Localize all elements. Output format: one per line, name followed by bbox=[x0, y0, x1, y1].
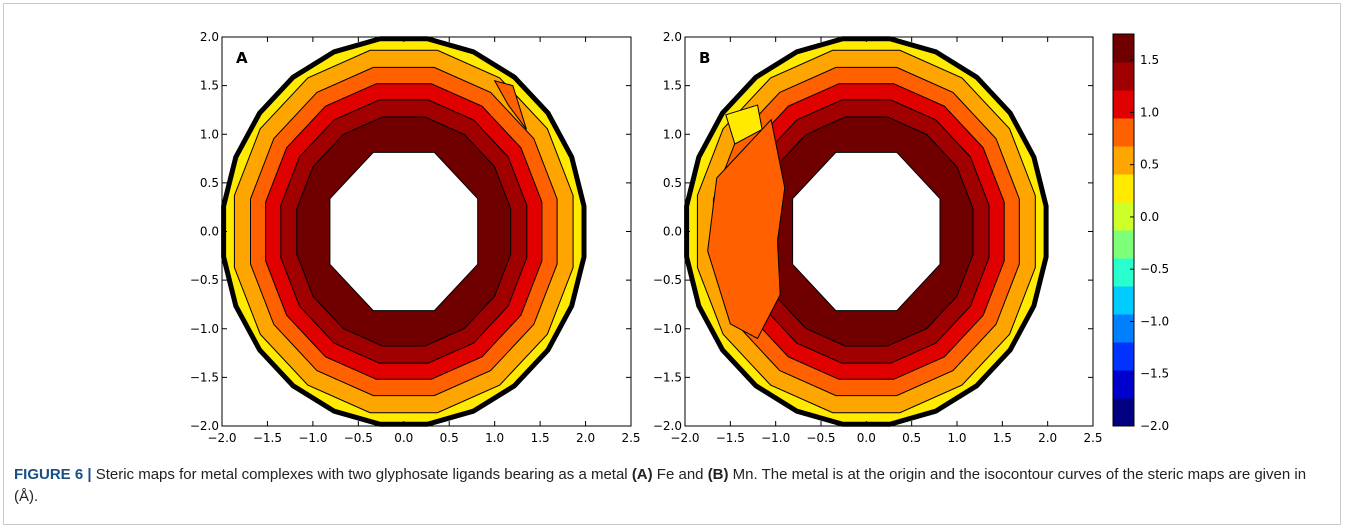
x-tick-label: 1.0 bbox=[947, 431, 966, 445]
caption-label-b: (B) bbox=[707, 466, 729, 483]
caption-label-a: (A) bbox=[631, 466, 653, 483]
colorbar-tick-label: −1.5 bbox=[1140, 367, 1169, 381]
steric-map-panel-a: A −2.0 −1.5 −1.0 −0.5 0.0 0.5 1.0 1.5 2.0 2.5 2.0 1.… bbox=[190, 30, 641, 445]
colorbar-swatch bbox=[1113, 146, 1134, 175]
x-tick-label: −2.0 bbox=[207, 431, 236, 445]
contour-lobe-yellow bbox=[725, 104, 763, 145]
y-tick-label: −0.5 bbox=[190, 273, 219, 287]
y-tick-label: 0.0 bbox=[200, 225, 219, 239]
caption-text-2: Fe and bbox=[652, 466, 708, 483]
colorbar-tick-label: 0.5 bbox=[1140, 158, 1159, 172]
y-tick-label: −1.5 bbox=[190, 370, 219, 384]
y-tick-label: 0.0 bbox=[663, 225, 682, 239]
colorbar-tick-label: 0.0 bbox=[1140, 210, 1159, 224]
x-tick-label: 0.5 bbox=[902, 431, 921, 445]
x-tick-label: −1.5 bbox=[716, 431, 745, 445]
contour-inner-hole bbox=[329, 151, 479, 312]
colorbar-swatch bbox=[1113, 370, 1134, 399]
y-tick-label: −1.5 bbox=[653, 370, 682, 384]
x-tick-label: 0.5 bbox=[440, 431, 459, 445]
y-tick-label: 1.0 bbox=[200, 127, 219, 141]
y-tick-label: 0.5 bbox=[200, 176, 219, 190]
x-tick-label: −1.0 bbox=[761, 431, 790, 445]
colorbar-swatch bbox=[1113, 314, 1134, 343]
x-tick-label: −1.0 bbox=[298, 431, 327, 445]
colorbar-swatch bbox=[1113, 202, 1134, 231]
y-tick-label: −2.0 bbox=[653, 419, 682, 433]
x-tick-label: 1.5 bbox=[531, 431, 550, 445]
colorbar-swatch bbox=[1113, 286, 1134, 315]
colorbar-tick-label: −1.0 bbox=[1140, 314, 1169, 328]
x-tick-label: 2.5 bbox=[1083, 431, 1102, 445]
colorbar-swatch bbox=[1113, 258, 1134, 287]
x-tick-label: 1.0 bbox=[485, 431, 504, 445]
y-tick-label: 1.5 bbox=[663, 79, 682, 93]
colorbar-swatch bbox=[1113, 230, 1134, 259]
colorbar-swatch bbox=[1113, 342, 1134, 371]
caption-lead: FIGURE 6 | bbox=[14, 466, 92, 483]
y-tick-label: 2.0 bbox=[663, 30, 682, 44]
colorbar-swatch bbox=[1113, 398, 1134, 427]
y-tick-label: −1.0 bbox=[190, 322, 219, 336]
colorbar-swatch bbox=[1113, 174, 1134, 203]
caption-text-1: Steric maps for metal complexes with two… bbox=[91, 466, 632, 483]
colorbar-swatch bbox=[1113, 90, 1134, 119]
figure-caption: FIGURE 6 | Steric maps for metal complex… bbox=[14, 464, 1324, 508]
colorbar-swatch bbox=[1113, 62, 1134, 91]
x-tick-label: 2.5 bbox=[621, 431, 640, 445]
colorbar-frame bbox=[1112, 33, 1135, 427]
x-tick-label: 2.0 bbox=[576, 431, 595, 445]
colorbar-tick-label: −0.5 bbox=[1140, 262, 1169, 276]
colorbar-swatch bbox=[1113, 118, 1134, 147]
colorbar: 1.5 1.0 0.5 0.0 −0.5 −1.0 −1.5 −2.0 bbox=[1112, 33, 1169, 433]
contour-lobe bbox=[493, 79, 527, 130]
steric-map-panel-b: B −2.0 −1.5 −1.0 −0.5 0.0 0.5 1.0 1.5 2.0 2.5 2.0 1.… bbox=[653, 30, 1103, 445]
x-tick-label: 1.5 bbox=[993, 431, 1012, 445]
y-tick-label: −0.5 bbox=[653, 273, 682, 287]
colorbar-tick-label: 1.0 bbox=[1140, 105, 1159, 119]
y-tick-label: −2.0 bbox=[190, 419, 219, 433]
x-tick-label: −2.0 bbox=[670, 431, 699, 445]
y-tick-label: 0.5 bbox=[663, 176, 682, 190]
x-tick-label: 0.0 bbox=[394, 431, 413, 445]
colorbar-swatch bbox=[1113, 34, 1134, 63]
x-tick-label: −1.5 bbox=[253, 431, 282, 445]
colorbar-tick-label: −2.0 bbox=[1140, 419, 1169, 433]
x-tick-label: −0.5 bbox=[806, 431, 835, 445]
y-tick-label: −1.0 bbox=[653, 322, 682, 336]
x-tick-label: −0.5 bbox=[344, 431, 373, 445]
y-tick-label: 2.0 bbox=[200, 30, 219, 44]
x-tick-label: 2.0 bbox=[1038, 431, 1057, 445]
panel-label: A bbox=[236, 49, 248, 67]
panel-label: B bbox=[699, 49, 710, 67]
x-tick-label: 0.0 bbox=[857, 431, 876, 445]
contour-lobe bbox=[707, 118, 786, 340]
y-tick-label: 1.0 bbox=[663, 127, 682, 141]
contour-inner-hole bbox=[792, 151, 941, 312]
plots-canvas: A −2.0 −1.5 −1.0 −0.5 0.0 0.5 1.0 1.5 2.0 2.5 2.0 1.… bbox=[190, 30, 1169, 445]
y-tick-label: 1.5 bbox=[200, 79, 219, 93]
caption-text-3: Mn. The metal is at the origin and the i… bbox=[14, 466, 1307, 505]
colorbar-tick-label: 1.5 bbox=[1140, 53, 1159, 67]
